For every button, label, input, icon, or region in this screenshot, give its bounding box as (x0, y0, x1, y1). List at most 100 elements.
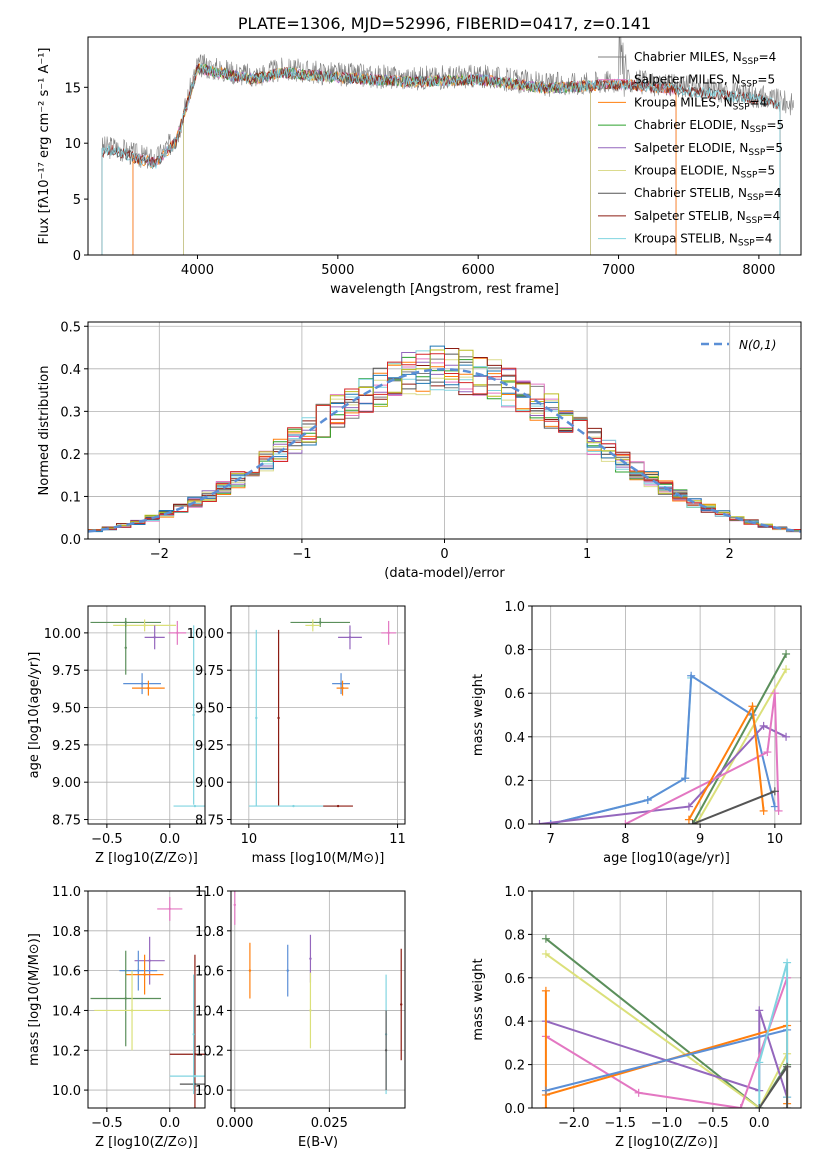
age_vs_mass-panel: 10 11 8.75 9.00 9.25 9.50 9.75 10.00 mass [log10… (187, 605, 406, 866)
y-tick-label: 10.6 (195, 965, 224, 980)
data-point (193, 1053, 197, 1056)
x-tick-label: −1.0 (651, 1116, 683, 1131)
data-point (286, 969, 289, 972)
age_vs_z-panel: −0.5 0.0 8.75 9.00 9.25 9.50 9.75 10.00 Z [log10… (27, 605, 206, 866)
x-axis-label: Z [log10(Z/Z⊙)] (95, 851, 198, 866)
legend-entry: N(0,1) (739, 338, 776, 352)
y-tick-label: 10.6 (52, 965, 81, 980)
plot-frame (87, 890, 206, 1109)
spectrum-data (101, 37, 794, 255)
data-point (140, 682, 144, 685)
x-tick-label: 5000 (321, 263, 354, 278)
y-tick-label: 9.00 (52, 776, 81, 791)
data-point (255, 716, 258, 720)
y-tick-label: 10 (64, 137, 81, 152)
y-tick-label: 0.4 (504, 1015, 525, 1030)
data-point (309, 957, 312, 960)
residuals-data (88, 345, 801, 533)
data-point (192, 713, 195, 717)
mass_vs_ebv-panel: 0.000 0.025 10.0 10.2 10.4 10.6 10.8 11.0 E(B-V) (195, 885, 406, 1150)
weight_vs_age-panel: 7 8 9 10 0.0 0.2 0.4 0.6 0.8 1.0 age [log10(age/yr… (471, 600, 802, 866)
y-tick-label: 10.0 (195, 1084, 224, 1099)
y-tick-label: 0.4 (60, 363, 81, 378)
x-tick-label: 7000 (602, 263, 635, 278)
x-tick-label: −2.0 (558, 1116, 590, 1131)
y-tick-label: 0.1 (60, 490, 81, 505)
y-tick-label: 10.2 (195, 1044, 224, 1059)
data-point (319, 621, 322, 624)
y-tick-label: 0.0 (60, 533, 81, 548)
legend-entry: Salpeter STELIB, NSSP=4 (634, 209, 780, 226)
x-tick-label: 0.0 (749, 1116, 770, 1131)
y-tick-label: 10.00 (44, 627, 81, 642)
y-tick-label: 11.0 (195, 885, 224, 900)
x-axis-label: Z [log10(Z/Z⊙)] (615, 1135, 718, 1150)
x-tick-label: 2 (726, 547, 734, 562)
y-axis-label: mass weight (471, 958, 486, 1040)
legend-entry: Salpeter ELODIE, NSSP=5 (634, 141, 783, 158)
weight-series-1 (545, 953, 788, 1108)
weight-series-2 (545, 1010, 789, 1098)
y-tick-label: 9.75 (195, 664, 224, 679)
x-tick-label: 9 (696, 832, 704, 847)
mass_vs_z-panel: −0.5 0.0 10.0 10.2 10.4 10.6 10.8 11.0 Z [log10(… (27, 885, 206, 1150)
y-tick-label: 0.8 (504, 644, 525, 659)
data-point (248, 969, 252, 972)
model-line-8 (101, 63, 780, 170)
y-axis-label: Flux [fλ10⁻¹⁷ erg cm⁻² s⁻¹ A⁻¹] (37, 48, 52, 245)
x-tick-label: −1.5 (604, 1116, 636, 1131)
weight_vs_z-panel: −2.0 −1.5 −1.0 −0.5 0.0 0.0 0.2 0.4 0.6 0.8 1.0 Z [… (471, 885, 802, 1150)
y-tick-label: 9.00 (195, 776, 224, 791)
legend-entry: Kroupa ELODIE, NSSP=5 (634, 164, 775, 181)
y-tick-label: 0.4 (504, 731, 525, 746)
data-point (124, 646, 127, 650)
plot-frame (230, 890, 406, 1109)
x-tick-label: −0.5 (697, 1116, 729, 1131)
y-tick-label: 0.6 (504, 972, 525, 987)
data-point (130, 1009, 134, 1012)
x-tick-label: 11 (389, 832, 406, 847)
x-tick-label: 10 (241, 832, 258, 847)
data-point (311, 624, 314, 627)
weight-series-7 (692, 790, 776, 824)
chart-title: PLATE=1306, MJD=52996, FIBERID=0417, z=0… (238, 14, 651, 33)
y-tick-label: 10.0 (52, 1084, 81, 1099)
y-tick-label: 10.8 (195, 925, 224, 940)
weight-series-5 (545, 1028, 788, 1092)
x-tick-label: 0.000 (216, 1116, 253, 1131)
y-axis-label: mass weight (471, 674, 486, 756)
x-axis-label: E(B-V) (298, 1135, 338, 1150)
data-point (193, 1082, 197, 1086)
y-tick-label: 0.2 (60, 448, 81, 463)
y-tick-label: 5 (73, 193, 81, 208)
data-point (193, 804, 197, 808)
weight-series-3 (695, 668, 787, 824)
y-tick-label: 8.75 (195, 814, 224, 829)
data-point (341, 686, 344, 690)
y-tick-label: 0.3 (60, 405, 81, 420)
y-tick-label: 9.25 (195, 739, 224, 754)
x-tick-label: −0.5 (91, 832, 123, 847)
weight-series-1 (550, 674, 776, 824)
mass_vs_z-data (90, 896, 205, 1108)
data-point (137, 969, 140, 972)
x-tick-label: 0.0 (159, 1116, 180, 1131)
plot-frame (230, 605, 406, 825)
legend-entry: Chabrier ELODIE, NSSP=5 (634, 118, 784, 135)
y-tick-label: 9.75 (52, 664, 81, 679)
y-tick-label: 10.4 (52, 1004, 81, 1019)
mass_vs_ebv-data (233, 891, 403, 1095)
data-point (192, 1033, 195, 1036)
y-tick-label: 9.50 (52, 702, 81, 717)
y-tick-label: 8.75 (52, 814, 81, 829)
x-tick-label: −0.5 (91, 1116, 123, 1131)
x-tick-label: 7 (547, 832, 555, 847)
x-tick-label: 0.025 (311, 1116, 348, 1131)
y-tick-label: 10.8 (52, 925, 81, 940)
model-line-6 (101, 65, 780, 168)
y-axis-label: Normed distribution (37, 366, 52, 496)
y-tick-label: 0.0 (504, 1102, 525, 1117)
x-tick-label: 10 (767, 832, 784, 847)
legend-entry: Kroupa STELIB, NSSP=4 (634, 232, 772, 249)
